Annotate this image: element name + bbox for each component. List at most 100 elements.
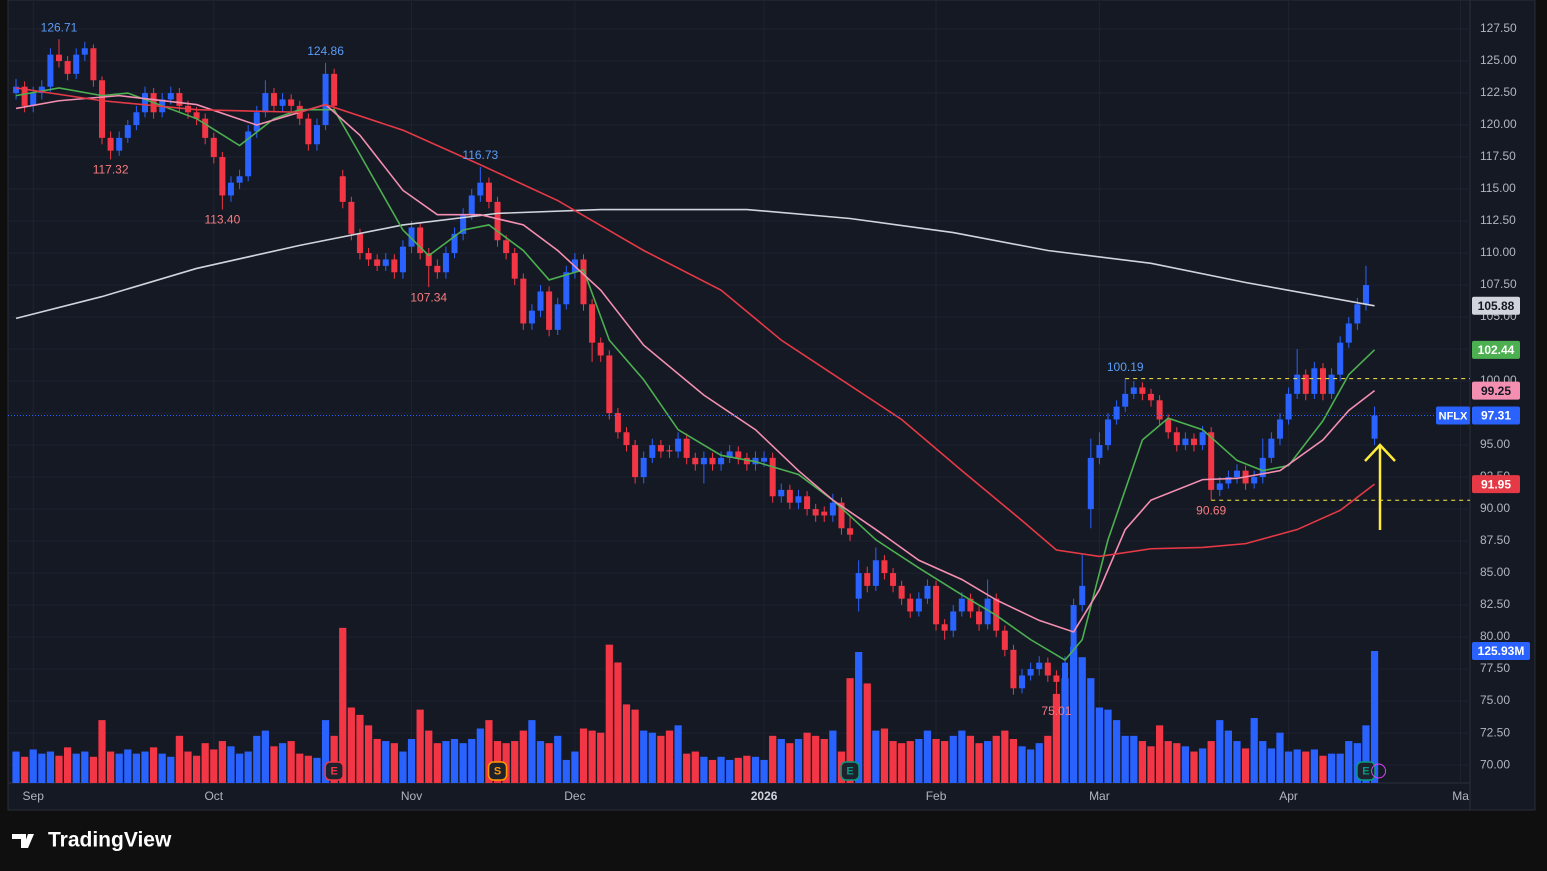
candle-body <box>1113 406 1120 420</box>
high-low-label: 116.73 <box>462 148 498 162</box>
candle-body <box>563 272 570 305</box>
candle-body <box>107 137 114 151</box>
candle-body <box>193 112 200 119</box>
candle-body <box>56 54 63 62</box>
brand: TradingView <box>48 829 172 852</box>
candle-body <box>778 489 785 497</box>
volume-bar <box>1293 749 1301 783</box>
candle-body <box>13 86 20 94</box>
candle-body <box>1345 323 1352 343</box>
symbol: NFLX <box>1439 410 1468 422</box>
volume-bar <box>751 756 760 783</box>
candle-body <box>1156 400 1163 420</box>
ma-last-value-bg <box>1472 381 1520 400</box>
event-badge <box>1356 761 1376 781</box>
volume-bar <box>201 743 209 783</box>
candle-body <box>1139 387 1146 394</box>
volume-bar <box>1336 753 1344 783</box>
volume-bar <box>287 741 295 783</box>
high-low-label: 113.40 <box>204 213 240 227</box>
volume-bar <box>399 751 407 783</box>
candle-body <box>339 176 346 202</box>
volume-bar <box>949 735 957 783</box>
volume-bar <box>321 720 330 783</box>
volume-bar <box>1190 751 1198 783</box>
candle-body <box>30 93 37 106</box>
volume-bar <box>794 738 803 783</box>
volume-bar <box>433 743 441 783</box>
volume-bar <box>622 704 631 783</box>
candle-body <box>718 457 725 465</box>
volume-bar <box>880 728 889 783</box>
x-tick-label: Feb <box>926 789 947 803</box>
volume-bar <box>1027 749 1035 783</box>
candle-body <box>649 445 656 458</box>
volume-bar <box>571 751 579 783</box>
volume-bar <box>468 738 476 783</box>
volume-bar <box>485 720 493 783</box>
candle-body <box>81 48 88 55</box>
volume-bar <box>1216 720 1224 783</box>
volume-bar <box>339 627 347 783</box>
volume-bar <box>1267 748 1275 783</box>
volume-bar <box>846 678 854 783</box>
volume-bar <box>1345 741 1353 783</box>
y-tick-label: 122.50 <box>1480 85 1517 99</box>
candle-body <box>984 598 991 625</box>
y-tick-label: 75.00 <box>1480 693 1510 707</box>
volume-bar <box>1147 746 1155 783</box>
volume-bar <box>1370 651 1379 783</box>
candle-body <box>202 118 209 138</box>
volume-bar <box>227 746 235 783</box>
candle-body <box>133 112 140 126</box>
candle-body <box>64 61 71 74</box>
event-dot <box>1371 763 1387 779</box>
logo: TradingView <box>12 829 172 852</box>
volume-bar <box>777 738 785 783</box>
candle-body <box>511 253 518 279</box>
candle-body <box>804 496 811 510</box>
volume-bar <box>1130 735 1138 783</box>
candle-body <box>365 253 372 260</box>
volume-bar <box>674 725 682 783</box>
y-tick-label: 77.50 <box>1480 661 1510 675</box>
ma-last-value: 105.88 <box>1478 299 1515 313</box>
candle-body <box>924 585 931 599</box>
y-tick-label: 117.50 <box>1480 149 1516 163</box>
volume-bar <box>588 730 596 783</box>
volume-bar <box>1087 678 1095 783</box>
volume-bar <box>605 644 613 783</box>
volume-bar <box>519 730 527 783</box>
volume-bar <box>1018 746 1026 783</box>
candle-body <box>786 489 793 503</box>
candle-body <box>1371 415 1378 439</box>
candle-body <box>1268 438 1275 458</box>
ma-last-value-bg <box>1472 475 1520 494</box>
volume-bar <box>683 753 691 783</box>
volume-bar <box>932 738 940 783</box>
volume-bar <box>304 755 312 783</box>
candle-body <box>270 93 277 106</box>
candle-body <box>1233 470 1240 478</box>
volume-bar <box>786 743 794 783</box>
candle-body <box>348 201 355 234</box>
moving-average <box>15 94 1376 633</box>
volume-bar <box>313 757 321 783</box>
candle-body <box>425 253 432 266</box>
candle-body <box>1190 438 1198 446</box>
volume-bar <box>12 751 20 783</box>
x-tick-label: 2026 <box>751 789 778 803</box>
volume-bar <box>278 743 287 783</box>
candle-body <box>141 93 149 113</box>
candle-body <box>614 413 621 433</box>
candle-body <box>1087 457 1094 510</box>
event-label: E <box>1362 765 1369 777</box>
high-low-label: 100.19 <box>1107 360 1144 374</box>
candle-body <box>1001 630 1008 650</box>
volume-bar <box>717 756 725 783</box>
volume-bar <box>1224 730 1232 783</box>
candle-body <box>967 598 974 612</box>
candle-body <box>408 227 415 247</box>
volume-bar <box>1302 751 1310 783</box>
high-low-label: 126.71 <box>41 20 78 34</box>
